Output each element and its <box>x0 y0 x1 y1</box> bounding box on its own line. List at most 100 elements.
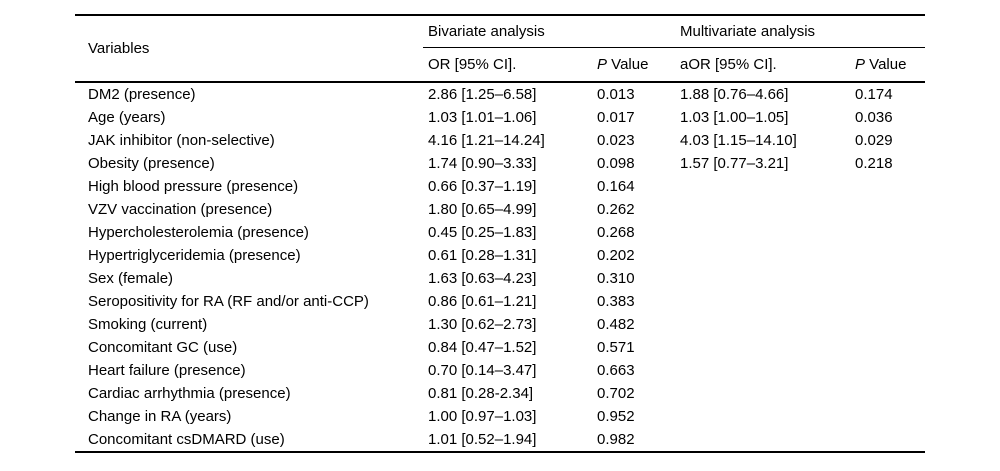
cell-or-ci: 1.63 [0.63–4.23] <box>428 270 537 287</box>
table-row: Cardiac arrhythmia (presence) 0.81 [0.28-… <box>75 382 925 405</box>
cell-aor-ci: 4.03 [1.15–14.10] <box>680 132 797 149</box>
cell-p-value: 0.202 <box>597 247 635 264</box>
cell-or-ci: 1.03 [1.01–1.06] <box>428 109 537 126</box>
analysis-table: Variables Bivariate analysis Multivariat… <box>75 14 925 453</box>
table-row: Sex (female) 1.63 [0.63–4.23] 0.310 <box>75 267 925 290</box>
table-row: Hypertriglyceridemia (presence) 0.61 [0.2… <box>75 244 925 267</box>
col-header-p-value-multivariate: P Value <box>850 47 925 83</box>
cell-variable: Concomitant csDMARD (use) <box>88 431 285 448</box>
cell-variable: Hypertriglyceridemia (presence) <box>88 247 301 264</box>
cell-p-value: 0.571 <box>597 339 635 356</box>
col-header-p-value-bivariate: P Value <box>592 47 675 83</box>
cell-ap-value: 0.036 <box>855 109 893 126</box>
cell-ap-value <box>850 221 925 244</box>
cell-variable: High blood pressure (presence) <box>88 178 299 195</box>
cell-p-value: 0.023 <box>597 132 635 149</box>
cell-or-ci: 1.01 [0.52–1.94] <box>428 431 537 448</box>
cell-or-ci: 0.70 [0.14–3.47] <box>428 362 537 379</box>
cell-ap-value <box>850 313 925 336</box>
table-row: Heart failure (presence) 0.70 [0.14–3.47]… <box>75 359 925 382</box>
cell-p-value: 0.268 <box>597 224 635 241</box>
cell-or-ci: 1.74 [0.90–3.33] <box>428 155 537 172</box>
cell-ap-value <box>850 198 925 221</box>
cell-p-value: 0.310 <box>597 270 635 287</box>
cell-variable: DM2 (presence) <box>88 86 196 103</box>
cell-ap-value: 0.174 <box>855 86 893 103</box>
column-header-row: OR [95% CI]. P Value aOR [95% CI]. P Val… <box>75 47 925 83</box>
cell-ap-value <box>850 244 925 267</box>
cell-ap-value <box>850 428 925 452</box>
group-header-multivariate: Multivariate analysis <box>675 15 925 48</box>
cell-p-value: 0.017 <box>597 109 635 126</box>
table-row: Change in RA (years) 1.00 [0.97–1.03] 0.95… <box>75 405 925 428</box>
cell-p-value: 0.663 <box>597 362 635 379</box>
cell-variable: Cardiac arrhythmia (presence) <box>88 385 291 402</box>
cell-aor-ci <box>675 428 850 452</box>
table-row: JAK inhibitor (non-selective) 4.16 [1.21–… <box>75 129 925 152</box>
cell-ap-value <box>850 175 925 198</box>
cell-ap-value: 0.218 <box>855 155 893 172</box>
cell-aor-ci: 1.88 [0.76–4.66] <box>680 86 789 103</box>
cell-or-ci: 0.86 [0.61–1.21] <box>428 293 537 310</box>
col-header-aor-ci: aOR [95% CI]. <box>675 47 850 83</box>
cell-or-ci: 4.16 [1.21–14.24] <box>428 132 545 149</box>
table-header: Variables Bivariate analysis Multivariat… <box>75 15 925 83</box>
cell-or-ci: 0.66 [0.37–1.19] <box>428 178 537 195</box>
cell-aor-ci <box>675 313 850 336</box>
cell-ap-value <box>850 405 925 428</box>
cell-ap-value: 0.029 <box>855 132 893 149</box>
cell-or-ci: 2.86 [1.25–6.58] <box>428 86 537 103</box>
cell-aor-ci <box>675 221 850 244</box>
cell-variable: Obesity (presence) <box>88 155 215 172</box>
p-value-label-rest: Value <box>865 56 907 73</box>
cell-p-value: 0.982 <box>597 431 635 448</box>
cell-or-ci: 0.45 [0.25–1.83] <box>428 224 537 241</box>
cell-aor-ci <box>675 267 850 290</box>
cell-aor-ci: 1.57 [0.77–3.21] <box>680 155 789 172</box>
table-row: Seropositivity for RA (RF and/or anti-CC… <box>75 290 925 313</box>
cell-aor-ci <box>675 175 850 198</box>
table-row: Obesity (presence) 1.74 [0.90–3.33] 0.098 1… <box>75 152 925 175</box>
cell-or-ci: 1.00 [0.97–1.03] <box>428 408 537 425</box>
table-row: Concomitant csDMARD (use) 1.01 [0.52–1.94… <box>75 428 925 452</box>
cell-p-value: 0.164 <box>597 178 635 195</box>
cell-variable: Heart failure (presence) <box>88 362 246 379</box>
p-value-italic-letter: P <box>597 56 608 73</box>
cell-ap-value <box>850 359 925 382</box>
cell-variable: Smoking (current) <box>88 316 208 333</box>
cell-ap-value <box>850 336 925 359</box>
table-row: VZV vaccination (presence) 1.80 [0.65–4.9… <box>75 198 925 221</box>
cell-p-value: 0.262 <box>597 201 635 218</box>
col-header-or-ci: OR [95% CI]. <box>423 47 592 83</box>
col-header-variables: Variables <box>75 15 423 83</box>
cell-aor-ci <box>675 198 850 221</box>
table-row: Concomitant GC (use) 0.84 [0.47–1.52] 0.57… <box>75 336 925 359</box>
cell-aor-ci <box>675 290 850 313</box>
table-row: Age (years) 1.03 [1.01–1.06] 0.017 1.03 [1.… <box>75 106 925 129</box>
cell-aor-ci <box>675 359 850 382</box>
cell-variable: Change in RA (years) <box>88 408 232 425</box>
cell-ap-value <box>850 382 925 405</box>
cell-variable: JAK inhibitor (non-selective) <box>88 132 275 149</box>
cell-aor-ci <box>675 244 850 267</box>
cell-variable: Age (years) <box>88 109 166 126</box>
cell-p-value: 0.702 <box>597 385 635 402</box>
p-value-label-rest: Value <box>607 56 649 73</box>
cell-variable: VZV vaccination (presence) <box>88 201 273 218</box>
cell-p-value: 0.013 <box>597 86 635 103</box>
cell-variable: Sex (female) <box>88 270 174 287</box>
cell-ap-value <box>850 267 925 290</box>
cell-or-ci: 0.61 [0.28–1.31] <box>428 247 537 264</box>
cell-aor-ci <box>675 336 850 359</box>
cell-or-ci: 0.84 [0.47–1.52] <box>428 339 537 356</box>
cell-variable: Concomitant GC (use) <box>88 339 238 356</box>
cell-p-value: 0.952 <box>597 408 635 425</box>
cell-p-value: 0.383 <box>597 293 635 310</box>
cell-p-value: 0.482 <box>597 316 635 333</box>
group-header-bivariate: Bivariate analysis <box>423 15 675 48</box>
table-row: Hypercholesterolemia (presence) 0.45 [0.2… <box>75 221 925 244</box>
group-header-row: Variables Bivariate analysis Multivariat… <box>75 15 925 83</box>
p-value-italic-letter: P <box>855 56 866 73</box>
cell-or-ci: 0.81 [0.28-2.34] <box>428 385 534 402</box>
